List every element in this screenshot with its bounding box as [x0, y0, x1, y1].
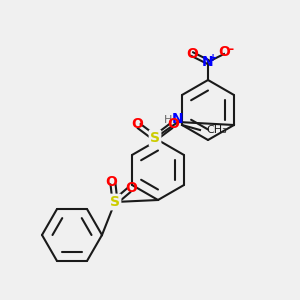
Text: +: + [209, 53, 217, 63]
Text: H: H [164, 115, 172, 125]
Text: O: O [105, 175, 117, 189]
Text: O: O [186, 47, 198, 61]
Text: N: N [202, 55, 214, 69]
Text: CH₃: CH₃ [206, 125, 227, 135]
Text: N: N [172, 112, 184, 126]
Text: S: S [110, 195, 120, 209]
Text: O: O [218, 45, 230, 59]
Text: O: O [131, 117, 143, 131]
Text: O: O [167, 117, 179, 131]
Text: O: O [125, 181, 137, 195]
Text: -: - [228, 43, 234, 56]
Text: S: S [150, 131, 160, 145]
